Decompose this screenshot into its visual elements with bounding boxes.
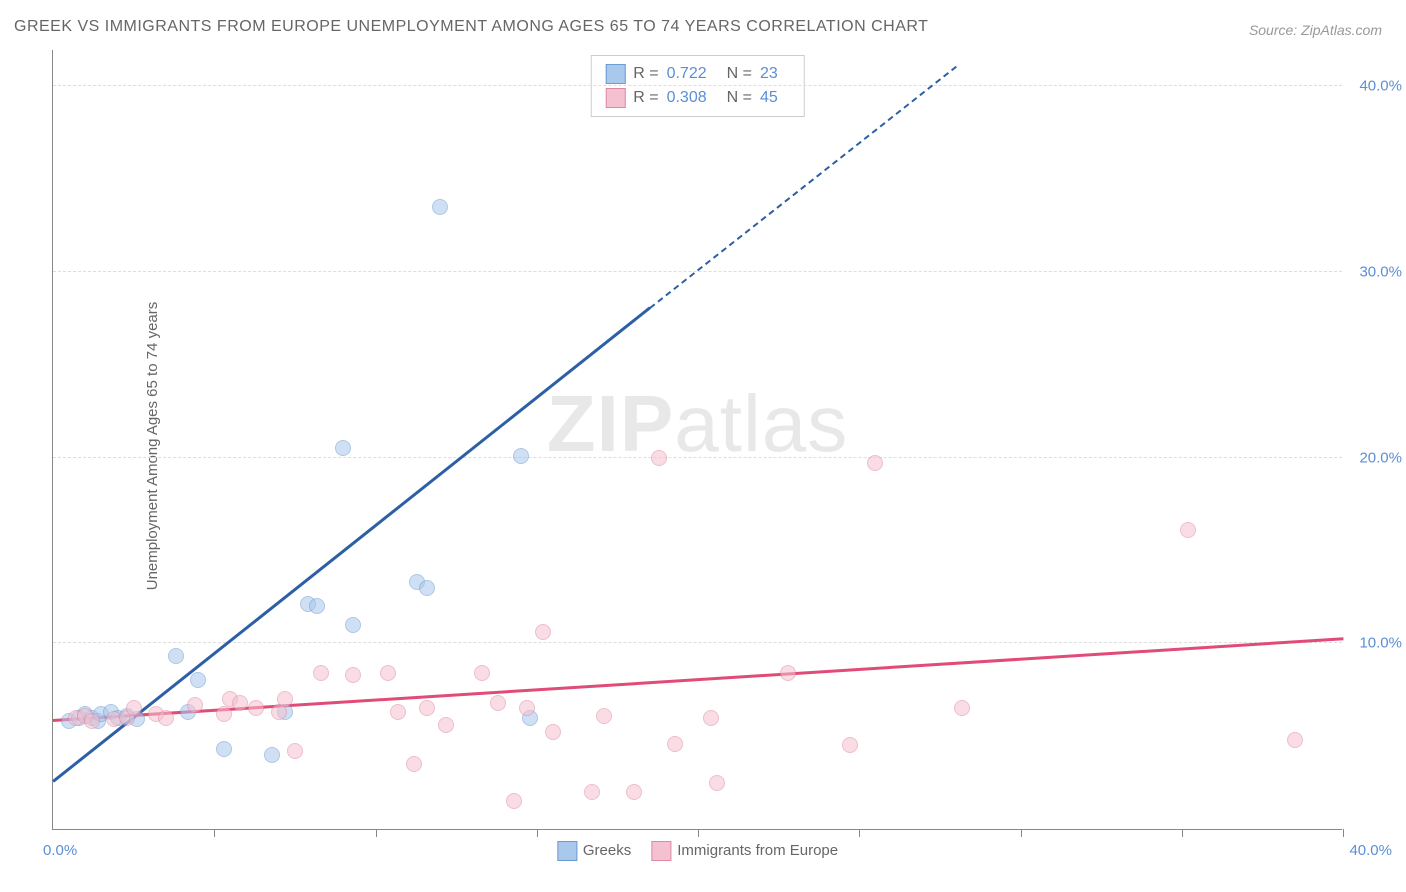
n-label: N = <box>727 65 752 83</box>
data-point <box>168 648 184 664</box>
n-value: 45 <box>760 89 778 107</box>
legend-label: Immigrants from Europe <box>677 842 838 859</box>
data-point <box>126 700 142 716</box>
trend-line <box>53 637 1343 721</box>
data-point <box>438 717 454 733</box>
data-point <box>519 700 535 716</box>
data-point <box>1180 522 1196 538</box>
data-point <box>158 710 174 726</box>
r-label: R = <box>633 89 658 107</box>
x-tick <box>1343 829 1344 837</box>
x-tick <box>214 829 215 837</box>
data-point <box>248 700 264 716</box>
y-tick-label: 40.0% <box>1359 78 1402 95</box>
r-value: 0.308 <box>667 89 707 107</box>
data-point <box>626 784 642 800</box>
data-point <box>651 450 667 466</box>
data-point <box>545 724 561 740</box>
x-tick <box>698 829 699 837</box>
data-point <box>780 665 796 681</box>
legend-swatch <box>557 841 577 861</box>
trend-line <box>52 307 650 783</box>
series-legend: Greeks Immigrants from Europe <box>557 841 838 861</box>
data-point <box>187 697 203 713</box>
data-point <box>216 741 232 757</box>
n-value: 23 <box>760 65 778 83</box>
data-point <box>313 665 329 681</box>
data-point <box>842 737 858 753</box>
x-tick <box>1182 829 1183 837</box>
chart-title: GREEK VS IMMIGRANTS FROM EUROPE UNEMPLOY… <box>14 18 928 36</box>
data-point <box>513 448 529 464</box>
y-tick-label: 30.0% <box>1359 263 1402 280</box>
plot-area: ZIPatlas R =0.722N =23R =0.308N =45 Gree… <box>52 50 1342 830</box>
data-point <box>287 743 303 759</box>
data-point <box>596 708 612 724</box>
data-point <box>335 440 351 456</box>
data-point <box>667 736 683 752</box>
data-point <box>1287 732 1303 748</box>
gridline <box>53 85 1342 86</box>
data-point <box>390 704 406 720</box>
data-point <box>345 617 361 633</box>
data-point <box>506 793 522 809</box>
y-tick-label: 10.0% <box>1359 635 1402 652</box>
x-tick <box>376 829 377 837</box>
x-tick <box>1021 829 1022 837</box>
legend-row: R = 0.308 N = 45 <box>605 86 790 110</box>
legend-row: R = 0.722 N = 23 <box>605 62 790 86</box>
legend-swatch <box>651 841 671 861</box>
data-point <box>232 695 248 711</box>
data-point <box>535 624 551 640</box>
r-label: R = <box>633 65 658 83</box>
y-tick-label: 20.0% <box>1359 449 1402 466</box>
data-point <box>309 598 325 614</box>
data-point <box>380 665 396 681</box>
data-point <box>345 667 361 683</box>
legend-swatch <box>605 64 625 84</box>
data-point <box>709 775 725 791</box>
data-point <box>474 665 490 681</box>
n-label: N = <box>727 89 752 107</box>
watermark-light: atlas <box>674 379 848 468</box>
data-point <box>703 710 719 726</box>
legend-item: Immigrants from Europe <box>651 841 838 861</box>
data-point <box>954 700 970 716</box>
gridline <box>53 457 1342 458</box>
data-point <box>432 199 448 215</box>
data-point <box>584 784 600 800</box>
legend-swatch <box>605 88 625 108</box>
data-point <box>490 695 506 711</box>
data-point <box>419 580 435 596</box>
x-tick <box>537 829 538 837</box>
data-point <box>264 747 280 763</box>
x-tick <box>859 829 860 837</box>
data-point <box>419 700 435 716</box>
data-point <box>277 691 293 707</box>
data-point <box>216 706 232 722</box>
gridline <box>53 642 1342 643</box>
legend-item: Greeks <box>557 841 631 861</box>
data-point <box>84 713 100 729</box>
source-attribution: Source: ZipAtlas.com <box>1249 22 1382 38</box>
x-tick-label: 40.0% <box>1349 842 1392 859</box>
r-value: 0.722 <box>667 65 707 83</box>
legend-label: Greeks <box>583 842 631 859</box>
data-point <box>867 455 883 471</box>
data-point <box>190 672 206 688</box>
x-tick-label: 0.0% <box>43 842 77 859</box>
data-point <box>406 756 422 772</box>
